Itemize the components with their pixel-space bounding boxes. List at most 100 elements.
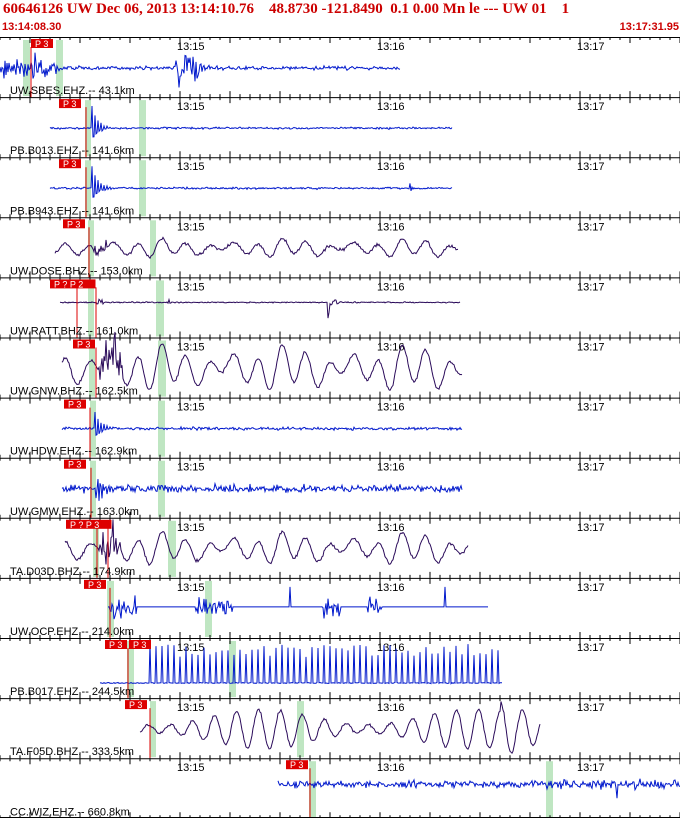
time-tick-label: 13:17	[577, 462, 605, 474]
analysis-window	[88, 280, 94, 337]
seismic-waveform	[61, 411, 463, 436]
time-tick-marks	[0, 698, 680, 759]
seismic-waveform	[61, 331, 463, 391]
time-tick-label: 13:16	[377, 762, 405, 774]
pick-label: P ? P 3	[70, 520, 99, 530]
seismogram-panels[interactable]: 13:15 13:16 13:17 P 3 UW.SBES.EHZ.-- 43.1km 1…	[0, 37, 680, 818]
time-tick-label: 13:15	[177, 462, 205, 474]
time-tick-marks	[0, 577, 680, 638]
trace-panel[interactable]: 13:15 13:16 13:17 P ? P 2 UW.RATT.BHZ.-- 161…	[0, 277, 680, 338]
seismic-waveform	[0, 52, 401, 88]
analysis-window	[93, 520, 99, 577]
pick-flag[interactable]: P 3	[31, 39, 53, 49]
analysis-window	[88, 220, 94, 277]
station-label: UW.SBES.EHZ.-- 43.1km	[10, 85, 135, 97]
trace-panel[interactable]: 13:15 13:16 13:17 P 3 UW.GMW.EHZ.-- 163.0km	[0, 457, 680, 518]
time-tick-label: 13:15	[177, 342, 205, 354]
analysis-window	[158, 460, 165, 517]
time-tick-label: 13:15	[177, 161, 205, 173]
time-tick-label: 13:17	[577, 161, 605, 173]
seismic-waveform	[108, 586, 488, 620]
time-tick-label: 13:15	[177, 281, 205, 293]
time-tick-label: 13:17	[577, 642, 605, 654]
time-tick-label: 13:15	[177, 41, 205, 53]
analysis-window	[23, 40, 30, 97]
trace-panel[interactable]: 13:15 13:16 13:17 P 3 UW.OCP.EHZ.-- 214.0km	[0, 577, 680, 638]
pick-flag[interactable]: P 3	[73, 339, 95, 350]
time-tick-label: 13:16	[377, 342, 405, 354]
pick-flag[interactable]: P 3	[59, 159, 81, 169]
time-tick-label: 13:16	[377, 702, 405, 714]
analysis-window	[150, 701, 156, 758]
pick-flag[interactable]: P ? P 3	[66, 519, 112, 530]
time-tick-label: 13:15	[177, 762, 205, 774]
pick-flag[interactable]: P 3	[129, 640, 151, 650]
trace-panel[interactable]: 13:15 13:16 13:17 P 3 UW.GNW.BHZ.-- 162.5km	[0, 331, 680, 398]
time-tick-label: 13:15	[177, 702, 205, 714]
trace-panel[interactable]: 13:15 13:16 13:17 P 3 UW.HDW.EHZ.-- 162.9km	[0, 397, 680, 458]
pick-flag[interactable]: P 3	[286, 760, 308, 770]
pick-flag[interactable]: P 3	[105, 640, 127, 650]
time-tick-label: 13:15	[177, 402, 205, 414]
trace-panel[interactable]: 13:15 13:16 13:17 P 3 UW.SBES.EHZ.-- 43.1km	[0, 37, 680, 98]
time-tick-label: 13:15	[177, 101, 205, 113]
pick-flag[interactable]: P 3	[63, 219, 85, 229]
time-tick-marks	[0, 97, 680, 158]
trace-panel[interactable]: 13:15 13:16 13:17 P 3 PB.B943.EHZ.-- 141.6km	[0, 157, 680, 218]
time-tick-label: 13:16	[377, 41, 405, 53]
pick-flag[interactable]: P 3	[84, 579, 106, 590]
pick-label: P 3	[35, 39, 48, 49]
time-tick-marks	[0, 457, 680, 518]
station-label: PB.B943.EHZ.-- 141.6km	[10, 205, 134, 217]
analysis-window	[229, 641, 236, 698]
time-tick-label: 13:17	[577, 702, 605, 714]
time-tick-label: 13:16	[377, 221, 405, 233]
pick-label: P 3	[77, 340, 90, 350]
pick-label: P ? P 2	[54, 279, 83, 289]
station-label: PB.B013.EHZ.-- 141.6km	[10, 145, 134, 157]
time-tick-label: 13:17	[577, 281, 605, 293]
pick-flag[interactable]: P 3	[125, 700, 147, 710]
time-tick-label: 13:15	[177, 582, 205, 594]
pick-flag[interactable]: P 3	[64, 399, 86, 410]
time-tick-label: 13:17	[577, 582, 605, 594]
window-start-time: 13:14:08.30	[2, 21, 62, 33]
time-tick-label: 13:17	[577, 101, 605, 113]
trace-panel[interactable]: 13:15 13:16 13:17 P ? P 3 TA.D03D.BHZ.-- 174…	[0, 517, 680, 578]
trace-panel[interactable]: 13:15 13:16 13:17 P 3 P 3 PB.B017.EHZ.-- 244.…	[0, 638, 680, 699]
time-tick-label: 13:16	[377, 161, 405, 173]
pick-label: P 3	[129, 700, 142, 710]
pick-label: P 3	[290, 760, 303, 770]
seismic-waveform	[59, 297, 461, 319]
seismic-waveform	[61, 479, 463, 501]
analysis-window	[309, 761, 316, 818]
pick-label: P 3	[133, 640, 146, 650]
pick-flag[interactable]: P 3	[64, 459, 86, 470]
seismic-waveform	[99, 643, 503, 685]
trace-panel[interactable]: 13:15 13:16 13:17 P 3 PB.B013.EHZ.-- 141.6km	[0, 97, 680, 158]
seismic-waveform	[64, 519, 469, 567]
seismic-waveform	[54, 236, 459, 260]
time-tick-label: 13:17	[577, 221, 605, 233]
trace-panel[interactable]: 13:15 13:16 13:17 P 3 CC.WIZ.EHZ.-- 660.8km	[0, 758, 680, 818]
time-tick-marks	[0, 638, 680, 699]
time-tick-label: 13:17	[577, 522, 605, 534]
seismic-waveform	[49, 105, 453, 138]
time-tick-marks	[0, 517, 680, 578]
time-tick-label: 13:15	[177, 642, 205, 654]
pick-flag[interactable]: P ? P 2	[50, 279, 96, 289]
station-label: UW.GMW.EHZ.-- 163.0km	[10, 506, 139, 518]
station-label: UW.HDW.EHZ.-- 162.9km	[10, 446, 137, 458]
pick-flag[interactable]: P 3	[59, 99, 81, 109]
time-tick-label: 13:17	[577, 762, 605, 774]
trace-panel[interactable]: 13:15 13:16 13:17 P 3 UW.DOSE.BHZ.-- 153.0km	[0, 217, 680, 278]
time-tick-marks	[0, 37, 680, 98]
station-label: PB.B017.EHZ.-- 244.5km	[10, 686, 134, 698]
station-label: UW.OCP.EHZ.-- 214.0km	[10, 626, 134, 638]
window-end-time: 13:17:31.95	[619, 21, 679, 33]
station-label: UW.DOSE.BHZ.-- 153.0km	[10, 265, 143, 277]
time-tick-label: 13:17	[577, 402, 605, 414]
trace-panel[interactable]: 13:15 13:16 13:17 P 3 TA.F05D.BHZ.-- 333.5km	[0, 698, 680, 759]
analysis-window	[56, 40, 63, 97]
time-tick-marks	[0, 277, 680, 338]
